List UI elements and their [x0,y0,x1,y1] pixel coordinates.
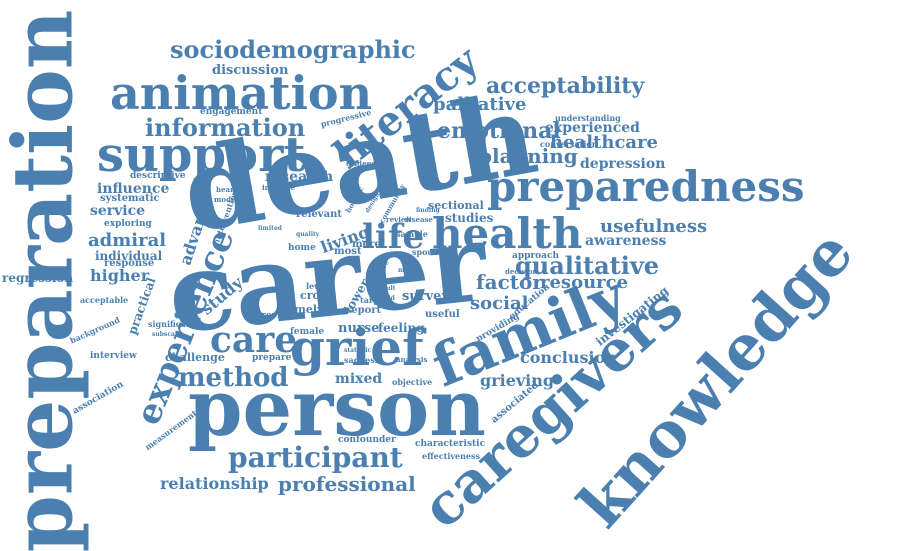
word-depression: depression [580,156,666,172]
word-mixed: mixed [335,371,383,387]
word-prepare: prepare [252,353,292,363]
word-female: female [290,327,325,337]
word-experienced: experienced [545,120,640,136]
word-research: research [265,169,334,185]
word-most: most [334,246,362,257]
word-higher: higher [90,266,150,285]
word-life: life [362,217,425,257]
word-method: method [178,363,289,393]
word-social: social [470,293,529,314]
word-person: person [188,363,486,454]
word-awareness: awareness [585,233,667,249]
word-significant: significant [148,319,196,329]
word-grieving: grieving [480,371,555,390]
word-home: home [288,243,316,253]
word-influence: influence [97,181,170,197]
word-palliative: palliative [433,94,527,115]
word-studies: studies [445,211,494,225]
word-care: care [210,319,298,361]
word-response: response [104,258,155,269]
word-quality: quality [296,231,320,238]
word-conclusion: conclusion [520,348,617,367]
word-sample: sample [396,229,428,239]
word-subscale: subscale [152,331,181,338]
word-analysis: analysis [396,355,428,364]
word-useful: useful [425,309,460,320]
word-interview: interview [90,351,137,361]
word-sociodemographic: sociodemographic [170,35,416,64]
word-qualitative: qualitative [515,251,660,280]
word-heartfelt: heartfelt [216,185,251,194]
word-moderate: moderate [214,195,252,204]
word-acceptable: acceptable [80,295,129,305]
word-nurse: nurse [338,321,380,336]
word-report: report [346,305,382,316]
word-service: service [90,203,146,219]
word-information: information [145,113,306,142]
word-planning: planning [478,144,578,168]
word-usefulness: usefulness [600,216,708,237]
word-acceptability: acceptability [486,73,645,99]
word-relationship: relationship [160,474,269,493]
word-more: more [352,239,381,250]
word-admiral: admiral [88,230,167,251]
word-evidence: evidence [346,159,381,168]
word-regression: regression [2,271,74,285]
word-grief: grief [290,318,424,377]
word-previous: previous [255,311,299,321]
word-level: level [306,281,327,291]
word-preparedness: preparedness [487,162,805,211]
word-disease: disease [404,215,433,224]
word-professional: professional [278,472,416,496]
word-individual: individual [95,249,163,263]
word-cross: cross [300,289,333,302]
word-resource: resource [540,272,629,293]
word-characteristic: characteristic [415,439,486,449]
word-understanding: understanding [555,113,621,123]
word-model: model [398,267,419,274]
word-engagement: engagement [200,107,263,117]
word-statistic: statistic [344,347,372,354]
word-factor: factor [476,270,543,294]
word-adult: adult [378,285,396,292]
word-spouse: spouse [412,247,443,257]
word-survey: survey [402,289,449,304]
word-increase: increase [262,183,296,192]
word-conversation: conversation [540,139,598,149]
word-confounder: confounder [338,435,396,445]
word-target: target [360,295,388,305]
word-child: child [378,295,395,302]
word-systematic: systematic [100,193,160,204]
word-decision: decision [505,267,538,276]
word-healthcare: healthcare [550,132,658,153]
word-finding: finding [416,207,440,214]
word-participant: participant [228,441,403,474]
word-objective: objective [392,377,433,387]
word-effectiveness: effectiveness [422,451,481,461]
word-support: support [97,127,306,183]
word-sadness: sadness [344,355,380,365]
word-challenge: challenge [165,351,225,364]
word-approach: approach [512,251,560,261]
word-feeling: feeling [378,321,425,335]
word-exploring: exploring [104,219,152,229]
word-review: review [386,215,412,224]
word-health: health [432,209,583,258]
word-sectional: sectional [428,199,484,212]
word-limited: limited [258,225,282,232]
word-timely: timely [285,303,324,316]
word-relevant: relevant [296,209,342,220]
word-emotional: emotional [437,118,561,144]
word-descriptive: descriptive [130,171,186,181]
word-discussion: discussion [212,63,289,78]
word-animation: animation [110,66,373,120]
